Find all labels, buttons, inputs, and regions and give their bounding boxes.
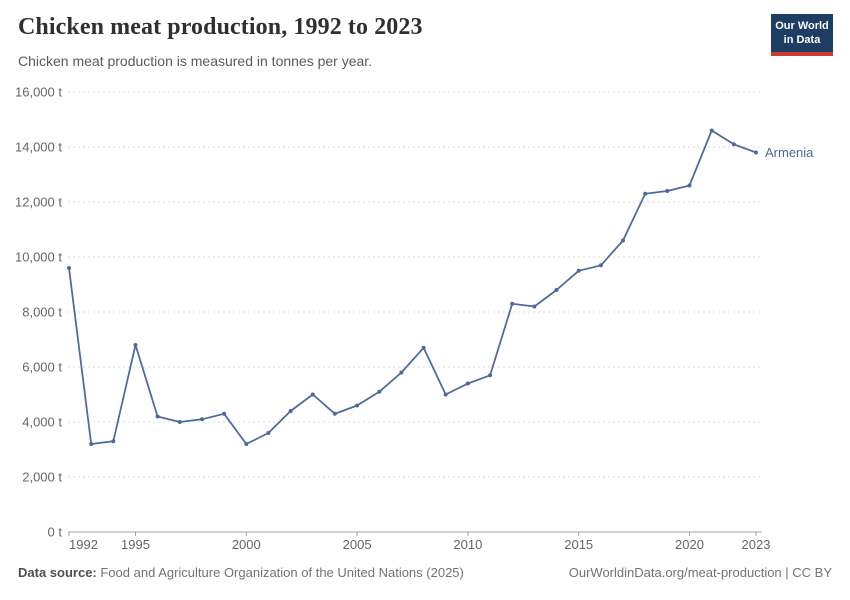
x-axis-tick-label: 2010	[453, 537, 482, 552]
data-point[interactable]	[244, 442, 249, 446]
data-point[interactable]	[177, 420, 182, 424]
data-point[interactable]	[421, 345, 426, 350]
data-point[interactable]	[510, 301, 515, 306]
owid-logo-box: Our World in Data	[771, 14, 833, 52]
data-source-label: Data source:	[18, 565, 97, 580]
y-axis-tick-label: 4,000 t	[22, 415, 62, 430]
data-point[interactable]	[67, 266, 71, 270]
y-axis-tick-label: 8,000 t	[22, 305, 62, 320]
data-point[interactable]	[332, 411, 337, 416]
chart-title: Chicken meat production, 1992 to 2023	[18, 14, 423, 40]
y-axis-tick-label: 10,000 t	[15, 250, 62, 265]
y-axis-tick-label: 16,000 t	[15, 85, 62, 100]
y-axis-tick-label: 14,000 t	[15, 140, 62, 155]
data-point[interactable]	[687, 183, 692, 188]
chart-subtitle: Chicken meat production is measured in t…	[18, 53, 373, 69]
data-source-note: Data source: Food and Agriculture Organi…	[18, 565, 464, 580]
y-axis-tick-label: 12,000 t	[15, 195, 62, 210]
data-point[interactable]	[465, 381, 470, 386]
data-point[interactable]	[288, 409, 293, 413]
series-entity-label[interactable]: Armenia	[765, 145, 814, 160]
data-point[interactable]	[310, 392, 315, 397]
data-point[interactable]	[532, 304, 537, 309]
data-point[interactable]	[709, 128, 714, 133]
data-point[interactable]	[222, 411, 227, 416]
owid-logo-line2: in Data	[783, 34, 821, 47]
data-point[interactable]	[355, 403, 360, 408]
data-point[interactable]	[200, 417, 204, 422]
x-axis-tick-label: 1995	[121, 537, 150, 552]
data-point[interactable]	[731, 142, 736, 147]
chart-footer: Data source: Food and Agriculture Organi…	[18, 565, 832, 580]
x-axis-tick-label: 1992	[69, 537, 98, 552]
x-axis-tick-label: 2000	[232, 537, 261, 552]
owid-logo[interactable]: Our World in Data	[771, 14, 833, 56]
license-link[interactable]: OurWorldinData.org/meat-production | CC …	[568, 565, 832, 580]
x-axis-tick-label: 2020	[675, 537, 704, 552]
data-point[interactable]	[266, 431, 271, 435]
x-axis-tick-label: 2023	[742, 537, 771, 552]
x-axis-tick-label: 2015	[564, 537, 593, 552]
data-point[interactable]	[665, 189, 670, 193]
y-axis-tick-label: 0 t	[48, 525, 63, 540]
data-point[interactable]	[621, 238, 625, 243]
series-line-armenia[interactable]	[68, 129, 757, 445]
data-point[interactable]	[576, 268, 581, 273]
owid-logo-line1: Our World	[775, 20, 829, 32]
data-point[interactable]	[598, 263, 603, 268]
data-point[interactable]	[377, 389, 382, 394]
data-point[interactable]	[399, 370, 404, 375]
owid-logo-red-bar	[771, 51, 833, 56]
data-point[interactable]	[133, 343, 138, 347]
data-point[interactable]	[754, 150, 758, 155]
data-point[interactable]	[443, 392, 448, 397]
y-axis-tick-label: 2,000 t	[22, 470, 62, 485]
data-point[interactable]	[554, 288, 559, 292]
y-axis-tick-label: 6,000 t	[22, 360, 62, 375]
data-point[interactable]	[643, 191, 648, 196]
data-source-text: Food and Agriculture Organization of the…	[96, 565, 464, 580]
data-point[interactable]	[155, 414, 160, 419]
x-axis-tick-label: 2005	[343, 537, 372, 552]
data-point[interactable]	[111, 439, 116, 444]
data-point[interactable]	[89, 442, 94, 446]
data-point[interactable]	[488, 373, 493, 378]
